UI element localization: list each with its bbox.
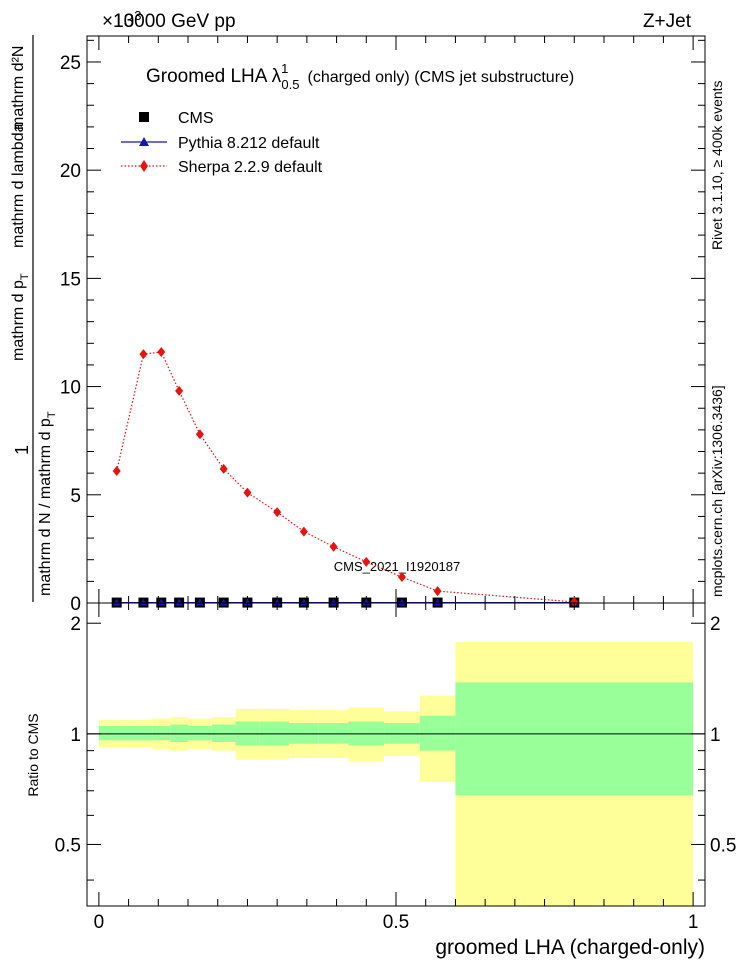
- pythia-point: [397, 598, 406, 606]
- y-label-upper-left: mathrm d pT: [10, 273, 31, 361]
- sherpa-point: [139, 349, 148, 360]
- legend-cms-label: CMS: [178, 110, 214, 127]
- main-y-tick-label: 10: [60, 378, 81, 399]
- process-label: Z+Jet: [643, 11, 692, 32]
- main-y-tick-label: 20: [60, 161, 81, 182]
- ratio-y-label: Ratio to CMS: [25, 713, 41, 796]
- chart-title: Groomed LHA λ1 0.5 (charged only) (CMS jet…: [146, 61, 574, 92]
- ratio-inner-band: [419, 715, 456, 751]
- x-axis-label: groomed LHA (charged-only): [435, 936, 705, 959]
- ratio-y-ticks: 0.5 0.5 1 1 2 2: [55, 614, 736, 881]
- ratio-y-tick-label: 2: [70, 614, 81, 635]
- sherpa-point: [570, 596, 579, 607]
- x-tick-label: 0.5: [383, 912, 409, 933]
- pythia-point: [112, 598, 121, 606]
- y-label-top: mathrm d²N: [10, 46, 27, 130]
- main-y-label: 1 mathrm d N / mathrm d pT: [12, 35, 58, 602]
- ratio-inner-band: [455, 682, 694, 796]
- pythia-point: [195, 598, 204, 606]
- y-label-denominator: mathrm d N / mathrm d pT: [37, 411, 58, 596]
- main-y-ticks: 0 5 10 15 20 25: [60, 39, 705, 615]
- ratio-y-tick-label-right: 0.5: [710, 835, 736, 856]
- ratio-inner-band: [152, 726, 171, 741]
- main-y-tick-label: 25: [60, 53, 81, 74]
- main-y-tick-label: 15: [60, 269, 81, 290]
- sherpa-point: [433, 586, 442, 597]
- sherpa-point: [243, 487, 252, 498]
- pythia-point: [139, 598, 148, 606]
- pythia-point: [362, 598, 371, 606]
- sherpa-point: [195, 429, 204, 440]
- ratio-y-tick-label: 0.5: [55, 835, 81, 856]
- sherpa-point: [219, 463, 228, 474]
- sherpa-point: [273, 507, 282, 518]
- mcplots-label: mcplots.cern.ch [arXiv:1306.3436]: [709, 385, 725, 597]
- ratio-y-tick-label-right: 2: [710, 614, 721, 635]
- pythia-point: [273, 598, 282, 606]
- ratio-y-tick-label-right: 1: [710, 725, 721, 746]
- sherpa-point: [329, 541, 338, 552]
- sherpa-point: [299, 526, 308, 537]
- ratio-panel: 0.5 0.51 12 2 0 0.5 1 Ratio to CMS groomed LH…: [25, 602, 736, 959]
- legend: CMS Pythia 8.212 default Sherpa 2.2.9 de…: [121, 110, 323, 176]
- legend-pythia-marker: [139, 137, 149, 146]
- x-tick-label: 0: [94, 912, 105, 933]
- sherpa-point: [397, 572, 406, 583]
- main-y-label-upper: mathrm d pT mathrm d lambda mathrm d²N: [10, 46, 31, 361]
- legend-sherpa-marker: [140, 160, 148, 172]
- ratio-inner-band: [98, 726, 135, 741]
- rivet-label: Rivet 3.1.10, ≥ 400k events: [709, 80, 725, 250]
- pythia-point: [299, 598, 308, 606]
- pythia-point: [433, 598, 442, 606]
- analysis-watermark: CMS_2021_I1920187: [334, 559, 461, 574]
- y-label-upper-right: mathrm d lambda: [10, 123, 27, 248]
- exponent-label: ×103: [102, 8, 141, 32]
- pythia-point: [157, 598, 166, 606]
- sherpa-point: [362, 556, 371, 567]
- ratio-inner-band: [134, 726, 153, 741]
- pythia-point: [219, 598, 228, 606]
- ratio-inner-band: [170, 724, 189, 743]
- pythia-point: [243, 598, 252, 606]
- sherpa-point: [157, 346, 166, 357]
- legend-sherpa-label: Sherpa 2.2.9 default: [178, 159, 323, 176]
- ratio-inner-band: [211, 724, 236, 743]
- collision-label: 13000 GeV pp: [113, 11, 236, 32]
- main-y-tick-label: 0: [70, 594, 81, 615]
- sherpa-point: [112, 465, 121, 476]
- ratio-inner-band: [188, 726, 212, 741]
- pythia-point: [329, 598, 338, 606]
- y-label-numerator: 1: [12, 445, 32, 455]
- sherpa-point: [175, 385, 184, 396]
- legend-pythia-label: Pythia 8.212 default: [178, 135, 320, 152]
- pythia-point: [175, 598, 184, 606]
- sherpa-line: [116, 351, 575, 603]
- ratio-x-ticks: 0 0.5 1: [94, 603, 699, 933]
- main-panel: 0 5 10 15 20 25 Groomed LHA λ1 0.5 (charged onl…: [10, 35, 706, 615]
- ratio-y-tick-label: 1: [70, 725, 81, 746]
- x-tick-label: 1: [688, 912, 699, 933]
- main-y-tick-label: 5: [70, 486, 81, 507]
- legend-cms-marker: [139, 112, 149, 122]
